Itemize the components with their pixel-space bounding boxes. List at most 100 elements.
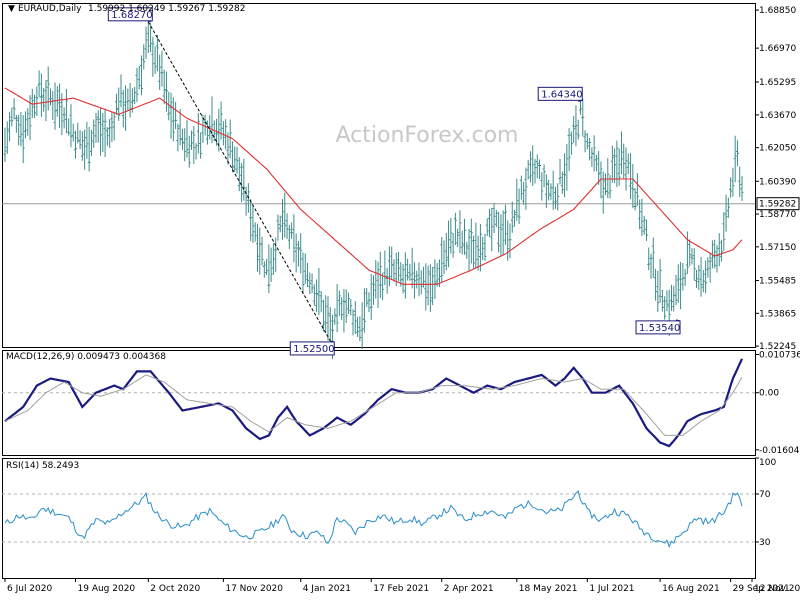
price-bar	[683, 268, 687, 286]
price-bar	[722, 212, 726, 251]
macd-y-tick-label: -0.016046	[759, 446, 800, 456]
price-bar	[117, 87, 121, 121]
price-bar	[69, 104, 73, 148]
price-bar	[604, 173, 608, 196]
price-bar	[319, 291, 323, 313]
price-bar	[162, 69, 166, 105]
price-bar	[547, 179, 551, 201]
price-bar	[649, 253, 653, 279]
watermark: ActionForex.com	[336, 123, 519, 148]
price-bar	[356, 316, 360, 338]
x-tick-label: 2 Oct 2020	[150, 584, 200, 594]
price-bar	[654, 268, 658, 301]
price-y-tick-label: 1.68850	[759, 6, 796, 16]
price-bar	[287, 224, 291, 250]
x-tick-label: 19 Aug 2020	[78, 584, 136, 594]
price-bar	[406, 258, 410, 281]
price-bar	[735, 140, 739, 167]
price-bar	[428, 264, 432, 313]
price-bar	[62, 107, 66, 129]
price-bar	[153, 46, 157, 74]
price-bar	[210, 96, 214, 144]
price-bar	[453, 212, 457, 245]
price-bar	[401, 264, 405, 294]
price-bar	[633, 187, 637, 211]
price-bar	[203, 114, 207, 136]
price-bar	[176, 123, 180, 152]
price-bar	[296, 240, 300, 267]
price-bar	[563, 153, 567, 198]
price-bar	[42, 87, 46, 112]
price-bar	[37, 70, 41, 98]
price-bar	[51, 91, 55, 121]
price-bar	[531, 145, 535, 186]
price-bar	[362, 288, 366, 333]
price-bar	[89, 129, 93, 156]
price-bar	[35, 86, 39, 116]
panel-frames	[2, 3, 756, 579]
price-bar	[285, 213, 289, 239]
price-bar	[410, 247, 414, 289]
rsi-line	[4, 490, 743, 548]
price-bar	[224, 119, 228, 150]
price-y-tick-label: 1.66970	[759, 44, 796, 54]
price-bar	[695, 269, 699, 288]
price-bar	[276, 214, 280, 241]
price-bar	[556, 183, 560, 211]
price-bar	[174, 101, 178, 130]
price-frame	[2, 3, 756, 348]
price-bar	[508, 223, 512, 259]
price-bar	[392, 259, 396, 282]
price-bar	[167, 91, 171, 121]
price-bar	[228, 119, 232, 159]
price-bar	[726, 197, 730, 218]
price-bar	[460, 230, 464, 255]
price-bar	[221, 121, 225, 146]
price-bar	[5, 121, 9, 154]
price-bar	[114, 93, 118, 116]
price-bar	[538, 159, 542, 180]
price-y-tick-label: 1.53865	[759, 309, 796, 319]
price-bar	[738, 166, 742, 197]
price-header-ohlc: 1.59992 1.60249 1.59267 1.59282	[88, 4, 245, 14]
x-tick-label: 6 Jul 2020	[7, 584, 52, 594]
price-bar	[78, 130, 82, 150]
price-bar	[258, 227, 262, 275]
price-bar	[372, 275, 375, 305]
price-bar	[317, 268, 321, 316]
price-bar	[112, 112, 116, 141]
price-bar	[12, 98, 16, 120]
price-bar	[465, 241, 469, 259]
price-bar	[437, 259, 441, 287]
price-bar	[699, 256, 703, 297]
price-bar	[158, 54, 162, 90]
price-bar	[456, 228, 460, 247]
price-bar	[249, 199, 253, 242]
price-bar	[574, 105, 578, 147]
price-bar	[67, 118, 71, 136]
price-bar	[344, 289, 348, 323]
price-bar	[160, 50, 164, 87]
price-bar	[663, 296, 667, 320]
price-bar	[447, 220, 451, 268]
price-bar	[490, 207, 494, 252]
price-bar	[14, 114, 18, 133]
price-bar	[606, 158, 610, 199]
price-bar	[458, 210, 462, 253]
price-bar	[497, 211, 501, 253]
price-bar	[431, 267, 435, 306]
price-bar	[644, 219, 648, 241]
price-bar	[669, 284, 673, 311]
price-bar	[292, 214, 296, 263]
price-bar	[622, 143, 626, 180]
trendline	[147, 21, 331, 342]
price-bar	[121, 89, 125, 128]
price-bar	[681, 262, 685, 291]
price-bar	[522, 181, 526, 205]
price-y-tick-label: 1.58770	[759, 210, 796, 220]
price-bar	[494, 209, 498, 228]
price-bar	[151, 37, 155, 77]
price-bar	[30, 88, 34, 119]
price-bar	[149, 22, 153, 53]
